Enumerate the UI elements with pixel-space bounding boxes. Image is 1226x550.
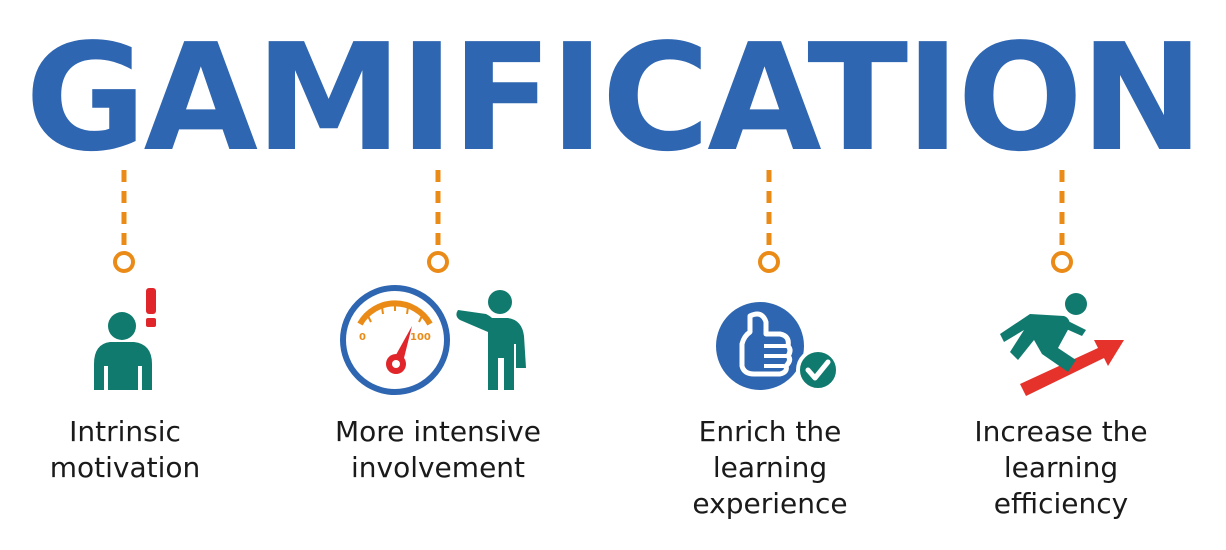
label-intrinsic-motivation: Intrinsic motivation xyxy=(0,414,255,486)
gauge-max-label: 100 xyxy=(410,332,431,343)
label-line: efficiency xyxy=(993,487,1129,520)
dashed-connector xyxy=(113,170,135,273)
dashed-connector xyxy=(758,170,780,273)
label-line: Intrinsic xyxy=(69,415,181,448)
dashed-connector xyxy=(1051,170,1073,273)
page-title: GAMIFICATION xyxy=(25,12,1204,184)
label-increase-learning-efficiency: Increase the learning efficiency xyxy=(931,414,1191,522)
gauge-and-pointing-person-icon: 0 100 xyxy=(340,285,526,395)
person-exclamation-icon xyxy=(94,288,156,390)
dashed-connector xyxy=(427,170,449,273)
gauge-min-label: 0 xyxy=(359,332,366,343)
label-line: involvement xyxy=(350,451,526,484)
label-line: motivation xyxy=(49,451,201,484)
label-line: Enrich the xyxy=(698,415,842,448)
label-line: learning xyxy=(1003,451,1119,484)
label-line: Increase the xyxy=(974,415,1148,448)
thumbs-up-check-icon xyxy=(716,302,840,392)
leaping-person-arrow-icon xyxy=(1000,293,1124,396)
label-line: experience xyxy=(692,487,848,520)
label-more-intensive-involvement: More intensive involvement xyxy=(308,414,568,486)
label-line: learning xyxy=(712,451,828,484)
label-line: More intensive xyxy=(335,415,541,448)
label-enrich-learning-experience: Enrich the learning experience xyxy=(640,414,900,522)
